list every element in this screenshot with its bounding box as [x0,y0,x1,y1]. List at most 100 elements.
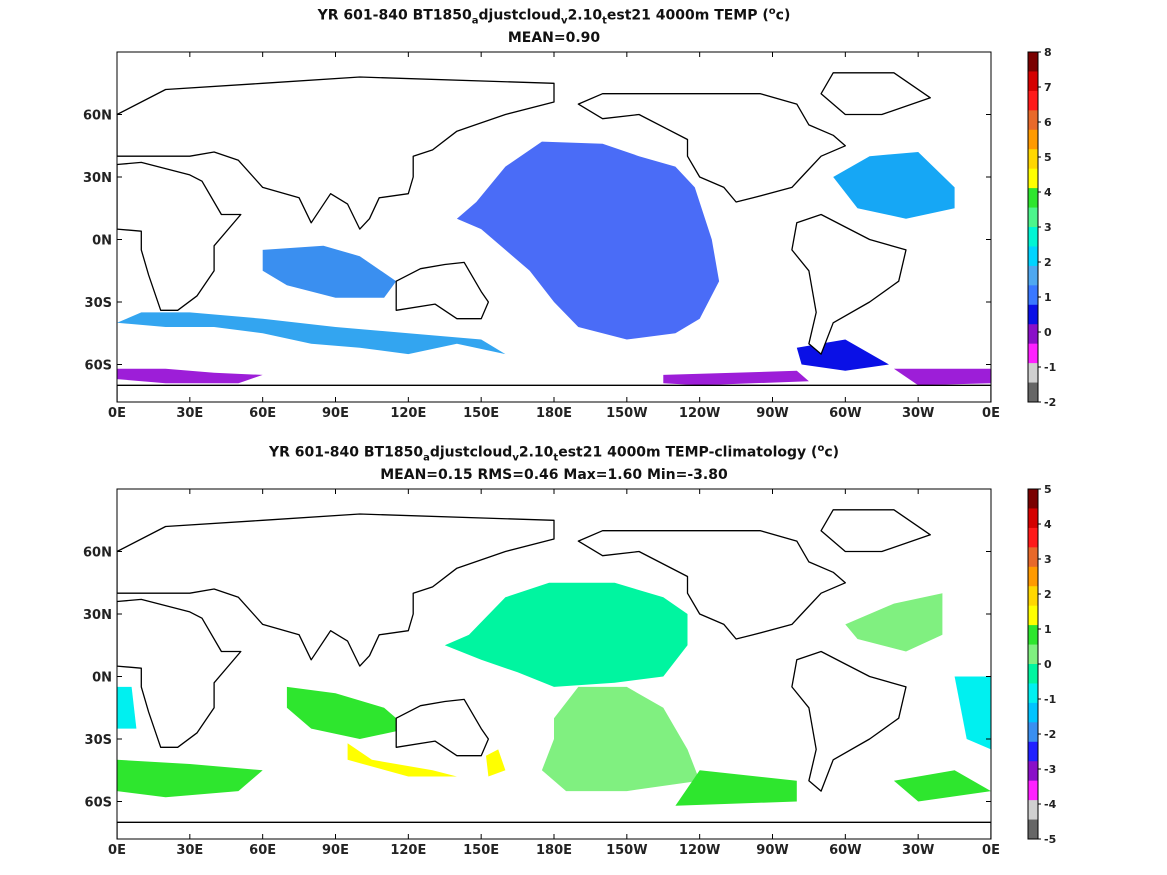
x-tick-label: 30E [176,406,203,421]
data-region-9 [845,593,943,652]
colorbar-label: 6 [1044,116,1052,129]
colorbar-segment [1028,605,1038,626]
colorbar-label: 5 [1044,151,1052,164]
x-tick-label: 60E [249,406,276,421]
colorbar-segment [1028,149,1038,170]
x-tick-label: 120W [679,843,720,858]
colorbar-segment [1028,343,1038,364]
x-tick-label: 180E [536,843,572,858]
y-tick-label: 60S [85,796,112,811]
data-region-10 [117,686,137,729]
colorbar-segment [1028,489,1038,509]
chart2-title: YR 601-840 BT1850adjustcloudv2.10test21 … [268,443,840,464]
y-tick-label: 60N [83,546,112,561]
colorbar-segment [1028,324,1038,345]
colorbar-label: -1 [1044,693,1056,706]
x-tick-label: 90W [756,843,788,858]
colorbar-label: 1 [1044,623,1052,636]
colorbar-segment [1028,819,1038,840]
colorbar-segment [1028,741,1038,762]
colorbar-segment [1028,285,1038,306]
coastline-2 [117,513,555,667]
y-tick-label: 30N [83,608,112,623]
data-region-3 [286,686,409,739]
data-region-6 [117,759,263,798]
y-tick-label: 30N [83,171,112,186]
x-tick-label: 150E [463,843,499,858]
colorbar-segment [1028,547,1038,568]
colorbar-segment [1028,722,1038,743]
y-tick-label: 0N [92,234,112,249]
colorbar-segment [1028,246,1038,267]
data-region-8 [893,770,991,802]
colorbar-label: -1 [1044,361,1056,374]
x-tick-label: 30W [902,406,934,421]
colorbar-label: 8 [1044,46,1052,59]
colorbar-segment [1028,683,1038,704]
colorbar-label: 0 [1044,658,1052,671]
colorbar-label: 4 [1044,186,1052,199]
data-region-11 [954,676,991,750]
x-tick-label: 150W [606,843,647,858]
colorbar-label: 5 [1044,483,1052,496]
colorbar-segment [1028,188,1038,209]
coastline-7 [117,384,991,402]
colorbar-segment [1028,586,1038,607]
coastline-6 [820,509,931,553]
colorbar-segment [1028,566,1038,587]
y-tick-label: 60S [85,359,112,374]
data-region-4 [833,152,955,219]
y-tick-label: 0N [92,671,112,686]
data-region-5 [486,749,506,777]
x-tick-label: 30E [176,843,203,858]
chart1-title: YR 601-840 BT1850adjustcloudv2.10test21 … [317,6,791,27]
colorbar-label: 4 [1044,518,1052,531]
colorbar-segment [1028,265,1038,286]
x-tick-label: 150W [606,406,647,421]
colorbar-segment [1028,207,1038,228]
map-panel-2 [117,489,991,839]
colorbar-label: -5 [1044,833,1056,846]
x-tick-label: 120W [679,406,720,421]
x-tick-label: 60W [829,843,861,858]
coastline-3 [395,261,490,320]
colorbar-segment [1028,382,1038,403]
data-region-2 [541,686,700,792]
x-tick-label: 60W [829,406,861,421]
colorbar-label: 1 [1044,291,1052,304]
coastline-2 [117,76,555,230]
colorbar-segment [1028,644,1038,665]
colorbar-label: -2 [1044,728,1056,741]
x-tick-label: 150E [463,406,499,421]
y-tick-label: 30S [85,296,112,311]
colorbar-segment [1028,227,1038,247]
colorbar-1: 8 7 6 5 4 3 2 1 0 -1 -2 [1027,46,1056,409]
colorbar-label: 3 [1044,221,1052,234]
coastline-4 [577,93,846,203]
colorbar-segment [1028,780,1038,801]
colorbar-segment [1028,761,1038,782]
colorbar-label: 0 [1044,326,1052,339]
data-region-2 [262,245,397,298]
x-tick-label: 60E [249,843,276,858]
data-region-7 [663,370,809,386]
colorbar-segment [1028,527,1038,548]
colorbar-label: -3 [1044,763,1056,776]
colorbar-label: -4 [1044,798,1057,811]
colorbar-segment [1028,508,1038,529]
colorbar-segment [1028,110,1038,131]
colorbar-label: 7 [1044,81,1052,94]
chart1-subtitle: MEAN=0.90 [507,30,601,46]
colorbar-label: -2 [1044,396,1056,409]
colorbar-segment [1028,800,1038,821]
colorbar-segment [1028,71,1038,92]
coastline-5 [791,650,907,792]
chart2-subtitle: MEAN=0.15 RMS=0.46 Max=1.60 Min=-3.80 [380,467,728,483]
y-tick-label: 60N [83,109,112,124]
x-tick-label: 0E [108,843,126,858]
coastline-4 [577,530,846,640]
x-tick-label: 0E [982,843,1000,858]
x-tick-label: 120E [390,843,426,858]
map-panel-1 [117,52,991,402]
data-region-8 [893,368,991,386]
